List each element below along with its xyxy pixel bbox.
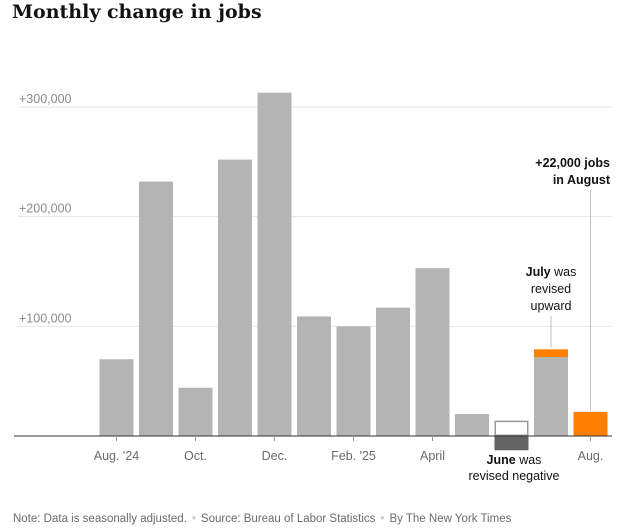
bar — [99, 359, 134, 436]
footer-separator: • — [191, 513, 196, 525]
x-axis-ticks: Aug. '24 Oct. Dec. Feb. '25 April Aug. — [94, 436, 604, 463]
x-tick-label: Dec. — [262, 449, 288, 463]
annotation-july-bold: July — [526, 265, 555, 279]
x-tick-label: Oct. — [184, 449, 207, 463]
x-tick-label: Aug. — [578, 449, 604, 463]
bar — [534, 357, 568, 436]
bar-june-revised — [494, 436, 529, 451]
footer-credit: By The New York Times — [389, 513, 512, 525]
chart-title: Monthly change in jobs — [12, 1, 262, 23]
bar — [139, 181, 173, 436]
annotation-june-line2: revised negative — [468, 469, 559, 483]
bar — [297, 316, 331, 436]
bar — [376, 307, 410, 436]
bar-july-revision — [534, 349, 568, 358]
y-tick-label: +100,000 — [19, 311, 72, 325]
footer-separator: • — [380, 513, 385, 525]
footer-source: Source: Bureau of Labor Statistics — [200, 513, 376, 525]
bar — [573, 411, 608, 436]
annotation-july-line2: revised — [531, 282, 571, 296]
annotation-june-line1: June was — [487, 453, 542, 467]
gridlines: +100,000 +200,000 +300,000 — [18, 92, 612, 327]
annotation-august-line1: +22,000 jobs — [535, 156, 610, 170]
bar-chart: +100,000 +200,000 +300,000 Aug. '24 Oct. Dec… — [14, 92, 612, 483]
footer-note: Note: Data is seasonally adjusted. — [13, 513, 187, 525]
bar — [415, 268, 450, 436]
bar — [336, 326, 371, 436]
annotation-july-rest: was — [553, 265, 576, 279]
bar-june-original-outline — [494, 420, 529, 437]
annotation-august-line2: in August — [553, 173, 611, 187]
annotations: +22,000 jobs in August July was revised upwa… — [468, 156, 610, 483]
annotation-june-bold: June — [487, 453, 520, 467]
bar — [455, 414, 489, 436]
footer: Note: Data is seasonally adjusted. • Sourc… — [13, 513, 511, 525]
y-tick-label: +300,000 — [19, 92, 72, 106]
y-tick-label: +200,000 — [19, 202, 72, 216]
annotation-june-rest: was — [518, 453, 541, 467]
bars — [99, 92, 608, 451]
annotation-july-line1: July was — [526, 265, 577, 279]
x-tick-label: Feb. '25 — [331, 449, 376, 463]
bar — [218, 159, 252, 437]
bar — [257, 92, 292, 436]
annotation-july-line3: upward — [531, 299, 572, 313]
bar — [178, 387, 213, 436]
x-tick-label: April — [420, 449, 445, 463]
x-tick-label: Aug. '24 — [94, 449, 140, 463]
